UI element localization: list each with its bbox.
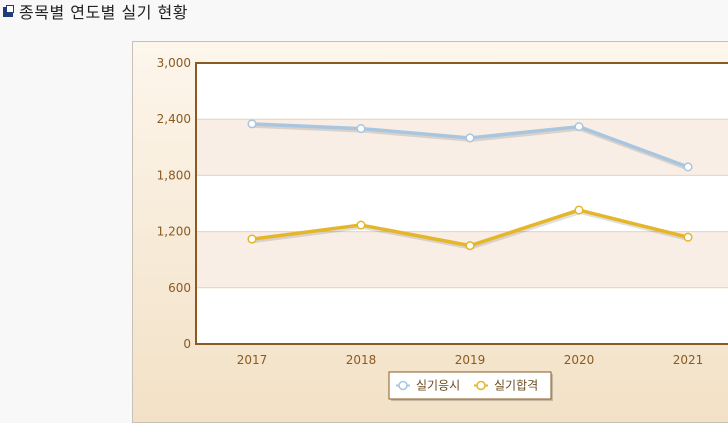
plot-border [195,62,728,345]
data-point[interactable] [683,162,693,172]
y-tick-label: 0 [183,337,191,351]
y-tick-label: 1,800 [157,168,191,182]
x-tick-label: 2017 [237,353,268,367]
page-title: 종목별 연도별 실기 현황 [19,3,188,22]
data-point[interactable] [574,205,584,215]
legend-label[interactable]: 실기응시 [416,379,460,393]
x-tick-label: 2021 [673,353,704,367]
plot-band [196,63,728,120]
x-tick-label: 2020 [564,353,595,367]
data-point[interactable] [574,122,584,132]
chart-frame: 0 600 1,200 1,800 2,400 3,000 2017 2018 2019 2020… [132,41,728,423]
legend-label[interactable]: 실기합격 [494,379,538,393]
legend-swatch-marker [398,380,408,391]
data-point[interactable] [247,119,257,129]
data-point[interactable] [683,232,693,242]
data-point[interactable] [465,241,475,251]
plot-band [196,287,728,344]
data-point[interactable] [356,124,366,134]
x-tick-label: 2018 [346,353,377,367]
title-row: 종목별 연도별 실기 현황 [0,0,188,22]
plot-band [196,175,728,232]
x-tick-label: 2019 [455,353,486,367]
line-chart: 0 600 1,200 1,800 2,400 3,000 2017 2018 2019 2020… [157,56,728,401]
y-tick-label: 1,200 [157,225,191,239]
bullet-icon [3,5,15,17]
plot-band [196,231,728,288]
legend-swatch-marker [476,380,486,391]
data-point[interactable] [465,133,475,143]
y-tick-label: 600 [168,281,191,295]
y-tick-label: 3,000 [157,56,191,70]
legend-box [388,371,552,400]
data-point[interactable] [247,234,257,244]
y-tick-label: 2,400 [157,112,191,126]
data-point[interactable] [356,220,366,230]
